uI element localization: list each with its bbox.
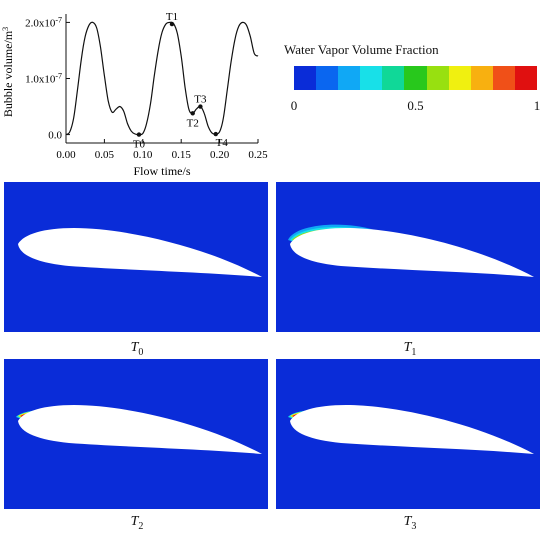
legend-title: Water Vapor Volume Fraction [284,42,439,57]
chart-annotations: T0 T1 T2 T3 T4 [133,11,229,150]
legend-swatch [426,66,449,90]
y-tick-label: 2.0x10-7 [25,15,62,30]
hydrofoil-shape [18,228,262,277]
legend-tick-label: 0 [290,98,298,113]
x-axis-label: Flow time/s [133,164,190,178]
legend-colorbar [294,66,538,90]
contour-panel-t1 [276,182,540,332]
marker-t3 [198,104,203,109]
legend-swatch [470,66,493,90]
hydrofoil-shape [290,228,534,277]
marker-t1 [169,21,175,27]
legend-tick-label: 0.5 [407,98,424,113]
legend-swatch [404,66,427,90]
x-tick-label: 0.15 [172,149,192,161]
legend-tick-label: 1 [533,98,541,113]
contour-panel-t3 [276,359,540,509]
legend-swatch [448,66,471,90]
panel-label-t2: T2 [130,514,144,532]
annotation-t4: T4 [216,137,229,149]
contour-panel-t2 [4,359,268,509]
bubble-volume-chart: 0.00 0.05 0.10 0.15 0.20 0.25 0.0 1.0x10-7 2.0x1… [1,11,269,178]
marker-t4 [213,131,218,137]
marker-t0 [136,132,142,137]
contour-panel-t0 [4,182,268,332]
legend-swatch [338,66,361,90]
annotation-t0: T0 [133,139,146,151]
annotation-t1: T1 [166,11,178,23]
hydrofoil-shape [290,405,534,454]
x-tick-label: 0.10 [133,149,153,161]
x-tick-label: 0.25 [248,149,268,161]
bubble-volume-line [65,21,259,136]
x-tick-label: 0.05 [95,149,115,161]
legend-swatch [294,66,317,90]
legend-swatch [492,66,515,90]
x-tick-label: 0.00 [56,149,76,161]
annotation-t2: T2 [187,117,199,129]
legend-swatch [382,66,405,90]
annotation-t3: T3 [194,94,207,106]
marker-t2 [190,111,195,116]
x-tick-label: 0.20 [210,149,230,161]
panel-label-t3: T3 [403,514,417,532]
y-tick-label: 0.0 [48,130,62,142]
legend-swatch [316,66,339,90]
y-axis-label: Bubble volume/m3 [1,27,16,117]
panel-label-t0: T0 [130,340,144,358]
legend-swatch [360,66,383,90]
chart-ticks: 0.00 0.05 0.10 0.15 0.20 0.25 0.0 1.0x10-7 2.0x1… [25,15,268,161]
hydrofoil-shape [18,405,262,454]
panel-label-t1: T1 [403,340,417,358]
y-tick-label: 1.0x10-7 [25,71,62,86]
color-legend: Water Vapor Volume Fraction 0 0.5 1 [284,42,546,122]
legend-swatch [514,66,538,90]
